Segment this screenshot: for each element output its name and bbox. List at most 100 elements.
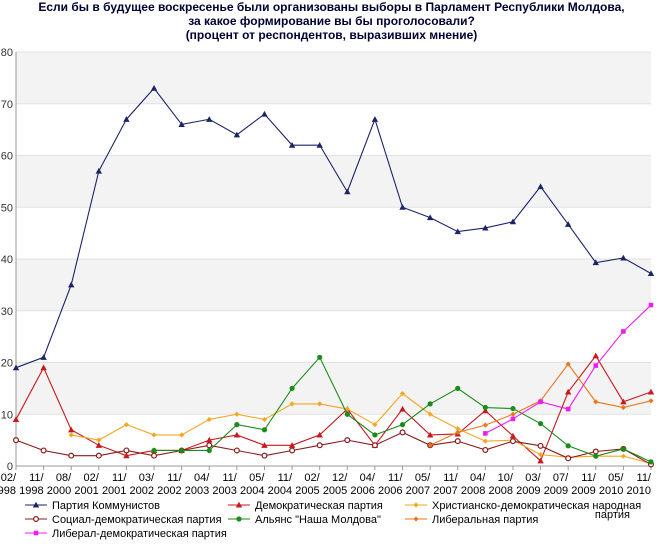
x-tick-year: 2002 xyxy=(157,485,181,497)
data-point xyxy=(12,416,20,422)
x-tick-month: 04/ xyxy=(470,472,486,484)
data-point xyxy=(344,411,350,417)
data-point xyxy=(427,401,433,407)
y-tick-label: 50 xyxy=(1,202,13,214)
data-point xyxy=(620,446,626,452)
x-tick-year: 2010 xyxy=(599,485,623,497)
data-point xyxy=(68,432,74,438)
legend-label: Социал-демократическая партия xyxy=(52,514,222,526)
data-point xyxy=(123,422,130,428)
x-tick-month: 12/ xyxy=(332,472,348,484)
legend-swatch-marker xyxy=(33,530,39,536)
data-point xyxy=(510,411,516,417)
data-point xyxy=(206,447,212,454)
x-tick-year: 2004 xyxy=(268,485,292,497)
data-point xyxy=(509,438,516,445)
x-tick-label: 04/2003 xyxy=(185,472,210,497)
x-tick-month: 08/ xyxy=(56,472,72,484)
data-point xyxy=(592,352,599,359)
data-point xyxy=(233,131,241,138)
data-point xyxy=(482,404,488,411)
data-point xyxy=(482,438,488,444)
data-point xyxy=(620,404,626,411)
data-point xyxy=(68,281,75,288)
x-tick-year: 2009 xyxy=(544,485,568,497)
data-point xyxy=(68,426,75,433)
legend-swatch-marker xyxy=(236,516,242,522)
x-tick-label: 03/2002 xyxy=(130,472,155,497)
legend-swatch-marker xyxy=(32,501,40,508)
legend-item: Демократическая партия xyxy=(228,500,383,512)
series-4 xyxy=(13,429,654,468)
x-tick-month: 05/ xyxy=(249,472,265,484)
plot-band xyxy=(16,362,651,415)
series-1 xyxy=(12,85,655,371)
data-point xyxy=(288,442,296,448)
legend-swatch-marker xyxy=(413,502,419,508)
x-tick-label: 11/2001 xyxy=(102,472,127,497)
data-point xyxy=(647,270,655,277)
data-point xyxy=(427,442,433,448)
x-tick-label: 04/2006 xyxy=(350,472,375,497)
legend-label: Альянс "Наша Молдова" xyxy=(255,514,381,526)
data-point xyxy=(261,452,268,459)
legend-swatch-marker xyxy=(235,501,243,508)
chart-title-line-2: за какое формирование вы бы проголосовал… xyxy=(188,14,475,28)
data-point xyxy=(68,452,75,459)
x-tick-month: 10/ xyxy=(498,472,514,484)
x-tick-month: 11/ xyxy=(167,472,182,484)
data-point xyxy=(426,214,434,221)
series-5 xyxy=(151,354,654,465)
data-point xyxy=(261,442,268,448)
x-tick-month: 11/ xyxy=(443,472,458,484)
data-point xyxy=(123,116,130,122)
data-point xyxy=(427,411,433,417)
data-point xyxy=(233,431,241,438)
series-line xyxy=(71,392,652,464)
data-point xyxy=(620,453,626,459)
data-point xyxy=(455,385,461,391)
y-tick-label: 40 xyxy=(1,254,13,266)
series-7 xyxy=(483,302,654,436)
chart-title-line-3: (процент от респондентов, выразивших мне… xyxy=(185,28,478,42)
x-tick-label: 11/2010 xyxy=(627,472,652,497)
data-point xyxy=(178,121,185,128)
x-tick-month: 02/ xyxy=(1,472,17,484)
data-point xyxy=(592,259,599,266)
data-point xyxy=(206,442,213,449)
data-point xyxy=(426,431,434,438)
data-point xyxy=(40,447,47,454)
x-tick-label: 11/2007 xyxy=(433,472,458,497)
legend-item: Либерал-демократическая партия xyxy=(25,528,227,540)
legend-label-line: партия xyxy=(595,509,630,521)
data-point xyxy=(565,361,571,367)
data-point xyxy=(538,399,543,405)
x-tick-label: 11/2004 xyxy=(268,472,293,497)
data-point xyxy=(316,431,323,438)
x-tick-year: 2009 xyxy=(516,485,540,497)
series-line xyxy=(15,87,652,369)
data-point xyxy=(344,188,351,195)
data-point xyxy=(123,452,130,459)
x-tick-label: 05/2007 xyxy=(406,472,431,497)
x-tick-label: 02/2005 xyxy=(295,472,320,497)
data-point xyxy=(344,437,351,444)
data-point xyxy=(537,457,544,464)
data-point xyxy=(206,416,212,423)
legend-label-line: Христианско-демократическая народная xyxy=(432,500,641,512)
data-point xyxy=(151,452,158,459)
y-tick-label: 20 xyxy=(1,358,13,370)
data-point xyxy=(592,448,599,455)
data-point xyxy=(647,388,655,395)
data-point xyxy=(482,224,489,231)
x-tick-month: 02/ xyxy=(84,472,100,484)
data-point xyxy=(537,183,544,190)
legend-item: Либеральная партия xyxy=(405,514,538,526)
plot-band xyxy=(16,155,651,208)
x-tick-year: 2009 xyxy=(571,485,595,497)
data-point xyxy=(482,446,489,453)
data-point xyxy=(509,218,517,225)
data-point xyxy=(316,442,323,449)
y-tick-label: 70 xyxy=(1,99,13,111)
